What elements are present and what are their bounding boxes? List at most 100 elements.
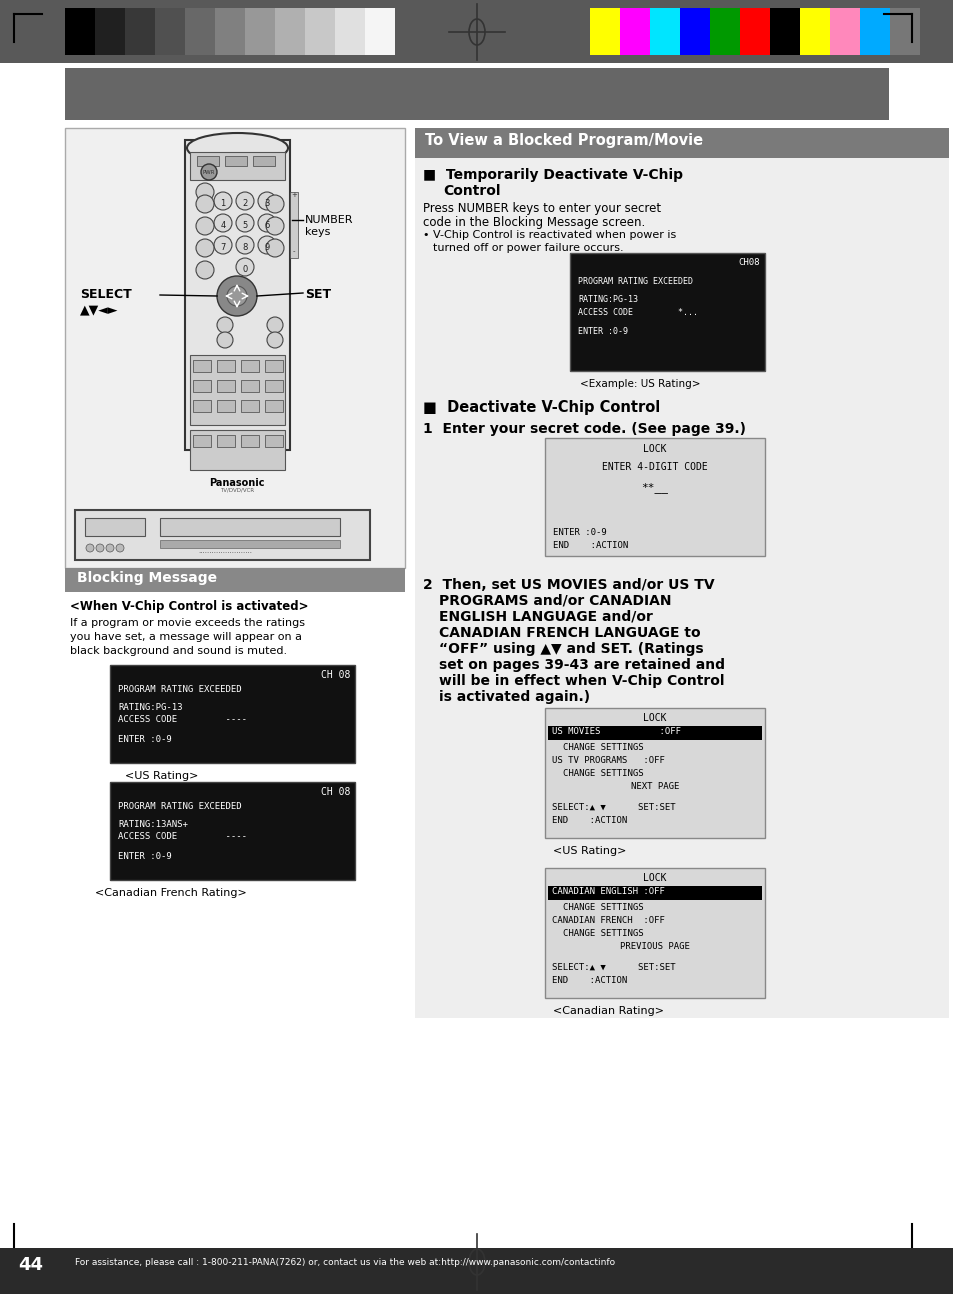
Circle shape	[195, 261, 213, 280]
Text: **__: **__	[640, 481, 668, 493]
Bar	[365, 8, 395, 56]
Text: LOCK: LOCK	[642, 873, 666, 883]
Circle shape	[266, 195, 284, 214]
Bar	[216, 380, 234, 392]
Text: END    :ACTION: END :ACTION	[553, 541, 628, 550]
Text: 2  Then, set US MOVIES and/or US TV: 2 Then, set US MOVIES and/or US TV	[422, 578, 714, 591]
Text: CANADIAN FRENCH  :OFF: CANADIAN FRENCH :OFF	[552, 916, 664, 925]
Bar	[589, 8, 619, 56]
Bar	[65, 128, 405, 568]
Bar	[709, 8, 740, 56]
Text: To View a Blocked Program/Movie: To View a Blocked Program/Movie	[424, 133, 702, 148]
Bar	[679, 8, 709, 56]
Bar	[75, 510, 370, 560]
Bar	[241, 360, 258, 371]
Bar	[253, 157, 274, 166]
Text: • V-Chip Control is reactivated when power is: • V-Chip Control is reactivated when pow…	[422, 230, 676, 239]
Bar	[65, 568, 405, 591]
Bar	[740, 8, 769, 56]
Bar	[619, 8, 649, 56]
Text: turned off or power failure occurs.: turned off or power failure occurs.	[433, 243, 623, 254]
Text: If a program or movie exceeds the ratings: If a program or movie exceeds the rating…	[70, 619, 305, 628]
Text: is activated again.): is activated again.)	[438, 690, 590, 704]
Text: 3: 3	[264, 199, 270, 208]
Bar	[110, 665, 355, 763]
Text: SET: SET	[305, 289, 331, 302]
Bar	[769, 8, 800, 56]
Bar	[125, 8, 154, 56]
Text: US MOVIES           :OFF: US MOVIES :OFF	[552, 727, 680, 736]
Text: ACCESS CODE         ----: ACCESS CODE ----	[118, 832, 247, 841]
Text: +: +	[291, 192, 296, 198]
Text: SELECT:▲ ▼      SET:SET: SELECT:▲ ▼ SET:SET	[552, 804, 675, 813]
Text: Press NUMBER keys to enter your secret: Press NUMBER keys to enter your secret	[422, 202, 660, 215]
Circle shape	[116, 543, 124, 553]
Text: ENTER :0-9: ENTER :0-9	[553, 528, 606, 537]
Text: END    :ACTION: END :ACTION	[552, 976, 626, 985]
Bar	[305, 8, 335, 56]
Bar	[160, 518, 339, 536]
Text: US TV PROGRAMS   :OFF: US TV PROGRAMS :OFF	[552, 756, 664, 765]
Text: ■  Temporarily Deactivate V-Chip: ■ Temporarily Deactivate V-Chip	[422, 168, 682, 182]
Bar	[241, 435, 258, 446]
Circle shape	[195, 195, 213, 214]
Bar	[65, 8, 95, 56]
Text: CHANGE SETTINGS: CHANGE SETTINGS	[562, 929, 643, 938]
Text: PROGRAM RATING EXCEEDED: PROGRAM RATING EXCEEDED	[118, 685, 241, 694]
Circle shape	[235, 236, 253, 254]
Text: For assistance, please call : 1-800-211-PANA(7262) or, contact us via the web at: For assistance, please call : 1-800-211-…	[75, 1258, 615, 1267]
Text: ENTER :0-9: ENTER :0-9	[118, 851, 172, 861]
Circle shape	[201, 164, 216, 180]
Text: 7: 7	[220, 243, 226, 252]
Bar	[859, 8, 889, 56]
Text: PROGRAM RATING EXCEEDED: PROGRAM RATING EXCEEDED	[578, 277, 692, 286]
Text: ACCESS CODE         *...: ACCESS CODE *...	[578, 308, 698, 317]
Bar	[544, 437, 764, 556]
Text: TV/DVD/VCR: TV/DVD/VCR	[220, 488, 253, 493]
Text: CHANGE SETTINGS: CHANGE SETTINGS	[562, 743, 643, 752]
Text: PROGRAM RATING EXCEEDED: PROGRAM RATING EXCEEDED	[118, 802, 241, 811]
Bar	[216, 360, 234, 371]
Bar	[265, 435, 283, 446]
Bar	[95, 8, 125, 56]
Circle shape	[235, 258, 253, 276]
Bar	[547, 726, 761, 740]
Circle shape	[257, 192, 275, 210]
Text: CANADIAN ENGLISH :OFF: CANADIAN ENGLISH :OFF	[552, 886, 664, 895]
Text: CHANGE SETTINGS: CHANGE SETTINGS	[562, 903, 643, 912]
Text: <Canadian Rating>: <Canadian Rating>	[553, 1005, 663, 1016]
Text: ........................: ........................	[198, 547, 252, 554]
Bar	[569, 254, 764, 371]
Text: 2: 2	[242, 199, 248, 208]
Bar	[216, 435, 234, 446]
Bar	[185, 140, 290, 450]
Text: CH 08: CH 08	[320, 670, 350, 681]
Bar	[190, 430, 285, 470]
Text: NEXT PAGE: NEXT PAGE	[630, 782, 679, 791]
Circle shape	[227, 286, 247, 305]
Text: set on pages 39-43 are retained and: set on pages 39-43 are retained and	[438, 659, 724, 672]
Text: LOCK: LOCK	[642, 713, 666, 723]
Bar	[241, 380, 258, 392]
Bar	[190, 355, 285, 424]
Bar	[415, 128, 948, 158]
Bar	[274, 8, 305, 56]
Bar	[216, 400, 234, 411]
Text: Panasonic: Panasonic	[209, 477, 265, 488]
Text: ENTER :0-9: ENTER :0-9	[578, 327, 627, 336]
Text: CHANGE SETTINGS: CHANGE SETTINGS	[562, 769, 643, 778]
Text: 5: 5	[242, 221, 248, 230]
Bar	[154, 8, 185, 56]
Bar	[829, 8, 859, 56]
Bar	[193, 435, 211, 446]
Bar	[65, 69, 888, 120]
Circle shape	[266, 217, 284, 236]
Text: ENGLISH LANGUAGE and/or: ENGLISH LANGUAGE and/or	[438, 609, 652, 624]
Text: ACCESS CODE         ----: ACCESS CODE ----	[118, 716, 247, 725]
Circle shape	[257, 236, 275, 254]
Text: 6: 6	[264, 221, 270, 230]
Bar	[544, 708, 764, 839]
Bar	[193, 380, 211, 392]
Circle shape	[266, 239, 284, 258]
Circle shape	[235, 192, 253, 210]
